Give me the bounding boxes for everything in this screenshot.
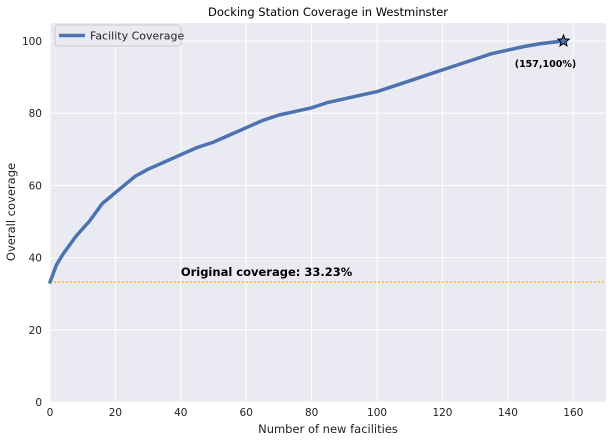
x-tick-label: 80 <box>305 407 318 419</box>
x-tick-label: 120 <box>432 407 452 419</box>
y-tick-label: 60 <box>29 180 42 192</box>
x-tick-label: 40 <box>174 407 187 419</box>
x-tick-label: 140 <box>498 407 518 419</box>
series-layer <box>48 39 566 284</box>
y-tick-label: 0 <box>35 397 42 409</box>
y-tick-label: 80 <box>29 108 42 120</box>
grid-lines <box>49 23 606 403</box>
x-tick-label: 100 <box>367 407 387 419</box>
chart-title: Docking Station Coverage in Westminster <box>208 5 448 19</box>
endpoint-label: (157,100%) <box>515 59 576 70</box>
x-tick-label: 0 <box>47 407 54 419</box>
tick-labels: 0 20 40 60 80 100 120 140 160 0 20 40 60 80 100 <box>22 36 583 419</box>
legend-box <box>54 24 182 47</box>
y-tick-label: 100 <box>22 36 42 48</box>
series-line-facility-coverage <box>48 39 566 284</box>
x-tick-label: 160 <box>563 407 583 419</box>
legend: Facility Coverage <box>54 24 185 47</box>
reference-line-group: Original coverage: 33.23% <box>50 265 606 283</box>
x-tick-label: 60 <box>240 407 253 419</box>
y-axis-label: Overall coverage <box>4 163 18 261</box>
reference-line-label: Original coverage: 33.23% <box>181 265 353 279</box>
plot-area <box>50 23 606 402</box>
x-tick-label: 20 <box>109 407 122 419</box>
endpoint-star-marker <box>556 33 571 48</box>
endpoint-marker-group: (157,100%) <box>515 33 576 70</box>
y-tick-label: 20 <box>29 325 42 337</box>
x-axis-label: Number of new facilities <box>258 422 398 436</box>
y-tick-label: 40 <box>29 253 42 265</box>
legend-label: Facility Coverage <box>90 30 185 43</box>
